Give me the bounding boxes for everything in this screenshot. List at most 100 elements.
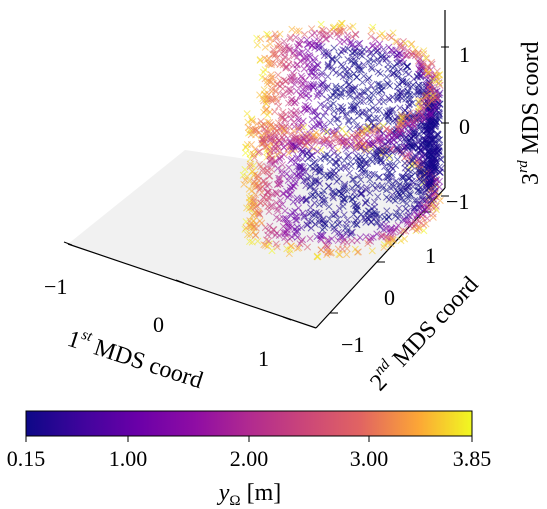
scatter-point bbox=[297, 224, 305, 232]
scatter-point bbox=[432, 157, 440, 165]
scatter-point bbox=[321, 220, 330, 228]
colorbar-tick-2: 2.00 bbox=[230, 446, 269, 471]
scatter-point bbox=[346, 158, 355, 166]
scatter-point bbox=[404, 195, 412, 203]
scatter-point bbox=[368, 127, 376, 136]
scatter-point bbox=[293, 197, 301, 205]
scatter-point bbox=[297, 137, 305, 145]
scatter-point bbox=[287, 78, 295, 86]
scatter-point bbox=[305, 147, 313, 155]
scatter-point bbox=[275, 154, 284, 162]
scatter-point bbox=[326, 249, 335, 257]
scatter-point bbox=[295, 244, 303, 252]
scatter-point bbox=[343, 216, 351, 224]
scatter-point bbox=[315, 87, 323, 95]
scatter-point bbox=[340, 157, 348, 165]
scatter-point bbox=[268, 201, 276, 209]
scatter-point bbox=[311, 107, 319, 115]
scatter-point bbox=[427, 196, 435, 204]
scatter-point bbox=[435, 79, 443, 87]
scatter-point bbox=[415, 223, 423, 231]
scatter-point bbox=[261, 43, 269, 51]
scatter-point bbox=[363, 126, 371, 135]
scatter-point bbox=[351, 193, 359, 201]
scatter-point bbox=[285, 60, 293, 68]
scatter-point bbox=[343, 238, 351, 247]
scatter-point bbox=[286, 33, 295, 41]
scatter-point bbox=[433, 130, 441, 138]
scatter-point bbox=[344, 118, 353, 126]
scatter-point bbox=[386, 82, 394, 90]
scatter-point bbox=[275, 174, 283, 182]
scatter-point bbox=[316, 138, 324, 146]
scatter-point bbox=[383, 146, 391, 155]
scatter-point bbox=[320, 102, 328, 110]
scatter-point bbox=[381, 33, 389, 41]
scatter-point bbox=[362, 108, 370, 116]
scatter-point bbox=[294, 114, 302, 122]
scatter-point bbox=[395, 204, 403, 212]
scatter-point bbox=[340, 211, 348, 219]
scatter-point bbox=[419, 50, 428, 58]
scatter-point bbox=[272, 34, 280, 43]
scatter-point bbox=[397, 237, 405, 245]
scatter-point bbox=[241, 165, 249, 174]
scatter-point bbox=[272, 88, 280, 96]
scatter-point bbox=[435, 147, 443, 155]
scatter-point bbox=[433, 72, 441, 80]
scatter-point bbox=[239, 171, 247, 179]
scatter-point bbox=[305, 52, 313, 60]
scatter-point bbox=[270, 50, 278, 58]
scatter-point bbox=[264, 167, 272, 175]
scatter-point bbox=[358, 143, 366, 151]
scatter-point bbox=[259, 136, 267, 144]
x-tick-label-1: 1 bbox=[258, 346, 269, 371]
scatter-point bbox=[397, 185, 405, 193]
scatter-point bbox=[390, 135, 398, 143]
scatter-point bbox=[297, 123, 305, 131]
scatter-point bbox=[343, 109, 351, 117]
scatter-point bbox=[365, 74, 373, 82]
scatter-point bbox=[332, 82, 340, 90]
scatter-point bbox=[371, 203, 379, 211]
scatter-point bbox=[367, 32, 375, 40]
scatter-point bbox=[330, 149, 338, 157]
scatter-point bbox=[293, 227, 301, 235]
scatter-point bbox=[298, 48, 307, 56]
scatter-point bbox=[265, 240, 273, 248]
scatter-point bbox=[435, 116, 443, 124]
scatter-point bbox=[414, 182, 422, 190]
scatter-point bbox=[411, 196, 419, 205]
scatter-point bbox=[259, 165, 267, 173]
scatter-point bbox=[313, 112, 321, 120]
scatter-point bbox=[346, 71, 354, 79]
scatter-point bbox=[302, 176, 310, 185]
scatter-point bbox=[280, 135, 288, 143]
scatter-point bbox=[356, 66, 364, 74]
scatter-point bbox=[249, 162, 258, 170]
y-tick-label-1: 1 bbox=[425, 243, 436, 268]
scatter-point bbox=[298, 236, 307, 244]
scatter-point bbox=[399, 227, 407, 235]
scatter-point bbox=[404, 87, 412, 95]
scatter-point bbox=[354, 248, 362, 256]
scatter-point bbox=[287, 242, 296, 250]
scatter-point bbox=[350, 146, 359, 154]
scatter-point bbox=[422, 54, 430, 62]
colorbar-ticks bbox=[25, 436, 473, 442]
scatter-point bbox=[274, 164, 282, 172]
scatter-point bbox=[407, 95, 415, 103]
scatter-point bbox=[291, 131, 299, 139]
scatter-point bbox=[389, 236, 397, 244]
scatter-point bbox=[276, 30, 284, 38]
scatter-point bbox=[348, 131, 356, 140]
scatter-point bbox=[278, 139, 286, 147]
scatter-point bbox=[283, 230, 291, 238]
scatter-point bbox=[298, 92, 306, 100]
scatter-point bbox=[281, 53, 289, 61]
scatter-point bbox=[273, 243, 281, 251]
scatter-point bbox=[366, 55, 374, 63]
scatter-point bbox=[342, 130, 350, 138]
scatter-point bbox=[335, 219, 344, 227]
scatter-point bbox=[311, 44, 319, 52]
